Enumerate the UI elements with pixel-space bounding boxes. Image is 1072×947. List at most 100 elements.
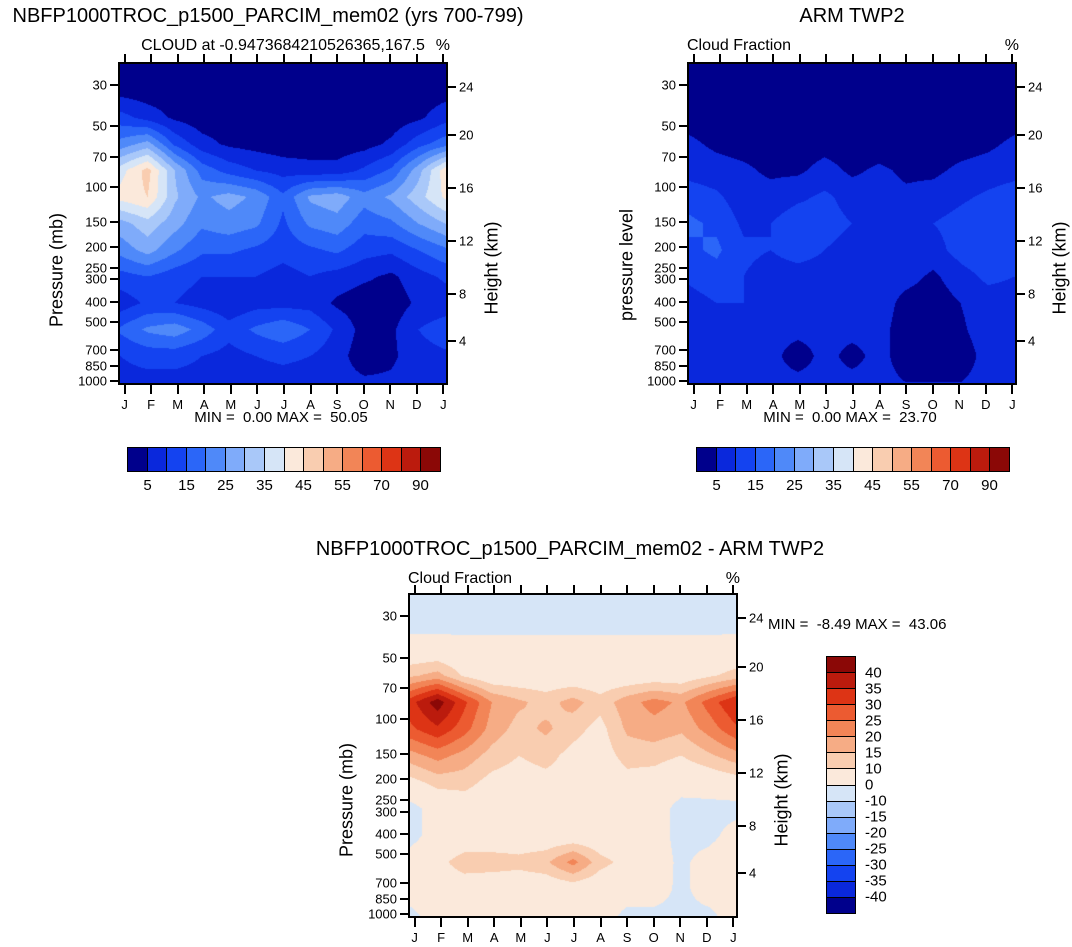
month-label: A <box>596 930 605 945</box>
colorbar-tick-label: 55 <box>334 477 351 494</box>
month-label: M <box>225 397 237 412</box>
colorbar-tick-label: 70 <box>942 477 959 494</box>
month-label: O <box>358 397 369 412</box>
month-label: J <box>849 397 857 412</box>
month-label: M <box>794 397 806 412</box>
colorbar-cell <box>735 448 755 471</box>
colorbar-cell <box>793 448 814 471</box>
month-tick-top <box>652 585 655 593</box>
pressure-tick <box>679 349 687 352</box>
colorbar-tick-label: -10 <box>865 792 887 810</box>
month-tick-bottom <box>519 918 522 927</box>
month-tick-top <box>719 54 722 62</box>
contour-field <box>410 595 736 916</box>
colorbar-cell <box>827 848 855 865</box>
pressure-tick-label: 250 <box>654 260 676 276</box>
month-tick-top <box>256 54 259 62</box>
colorbar-cell <box>827 657 855 673</box>
pressure-tick-label: 70 <box>92 149 107 165</box>
colorbar-tick-label: 70 <box>373 477 390 494</box>
pressure-tick <box>400 913 408 916</box>
y-axis-label-left: Pressure (mb) <box>46 212 67 328</box>
pressure-tick <box>110 278 118 281</box>
pressure-tick-label: 850 <box>375 891 397 907</box>
colorbar-tick-label: -30 <box>865 856 887 874</box>
colorbar-tick-label: -35 <box>865 872 887 890</box>
pressure-tick <box>110 266 118 269</box>
month-tick-bottom <box>176 385 179 394</box>
pressure-tick-label: 50 <box>661 118 676 134</box>
pressure-tick-label: 30 <box>661 77 676 93</box>
colorbar-tick-label: -40 <box>865 888 887 906</box>
month-label: A <box>306 397 315 412</box>
month-tick-bottom <box>732 918 735 927</box>
colorbar-tick-label: 15 <box>178 477 195 494</box>
unit-label: % <box>435 37 450 54</box>
pressure-tick-label: 100 <box>85 179 107 195</box>
colorbar-cell <box>891 448 912 471</box>
pressure-tick <box>679 245 687 248</box>
height-tick <box>1017 339 1025 342</box>
pressure-tick-label: 70 <box>382 680 397 696</box>
pressure-tick-label: 250 <box>85 260 107 276</box>
colorbar-cell <box>827 896 855 913</box>
month-tick-top <box>825 54 828 62</box>
pressure-tick <box>679 300 687 303</box>
height-tick-label: 12 <box>1028 233 1043 249</box>
colorbar-cell <box>827 688 855 705</box>
y-axis-label-left: Pressure (mb) <box>336 742 357 858</box>
month-tick-bottom <box>931 385 934 394</box>
height-tick <box>448 134 456 137</box>
month-tick-top <box>389 54 392 62</box>
pressure-tick <box>110 186 118 189</box>
colorbar-cell <box>244 448 264 471</box>
panel-title: ARM TWP2 <box>799 5 905 27</box>
colorbar-cell <box>832 448 853 471</box>
colorbar-diff: 40 35 30 25 20 15 10 0 -10 -15 -20 -25 -30 -35 -40 <box>826 656 887 914</box>
colorbar-cell <box>813 448 833 471</box>
month-tick-bottom <box>745 385 748 394</box>
month-tick-top <box>123 54 126 62</box>
panel-subtitle: Cloud Fraction <box>408 570 513 587</box>
month-tick-top <box>851 54 854 62</box>
month-label: O <box>648 930 659 945</box>
pressure-tick-label: 100 <box>375 711 397 727</box>
pressure-tick <box>110 380 118 383</box>
colorbar-tick-label: 15 <box>865 744 882 762</box>
height-tick <box>1017 292 1025 295</box>
colorbar-cell <box>827 672 855 689</box>
colorbar-cell <box>827 768 855 785</box>
colorbar-cell <box>827 752 855 769</box>
colorbar-tick-label: 35 <box>256 477 273 494</box>
month-tick-bottom <box>1011 385 1014 394</box>
month-tick-bottom <box>692 385 695 394</box>
colorbar-cell <box>950 448 970 471</box>
colorbar-tick-label: 45 <box>295 477 312 494</box>
colorbar-cell <box>715 448 736 471</box>
height-tick-label: 16 <box>459 180 474 196</box>
colorbar-cell <box>827 832 855 849</box>
pressure-tick <box>400 833 408 836</box>
pressure-tick-label: 150 <box>85 214 107 230</box>
month-label: M <box>462 930 474 945</box>
panel-subtitle: Cloud Fraction <box>687 37 792 54</box>
month-tick-bottom <box>229 385 232 394</box>
month-tick-top <box>931 54 934 62</box>
colorbar-tick-label: 40 <box>865 664 882 682</box>
colorbar-cell <box>361 448 382 471</box>
month-tick-bottom <box>719 385 722 394</box>
y-axis-label-right: Height (km) <box>771 753 792 847</box>
month-tick-top <box>798 54 801 62</box>
month-tick-bottom <box>679 918 682 927</box>
pressure-tick <box>400 656 408 659</box>
colorbar-tick-label: 25 <box>217 477 234 494</box>
colorbar-tick-label: -25 <box>865 840 887 858</box>
pressure-tick-label: 50 <box>92 118 107 134</box>
panel-title: NBFP1000TROC_p1500_PARCIM_mem02 (yrs 700… <box>12 5 524 27</box>
month-tick-top <box>626 585 629 593</box>
pressure-tick <box>110 125 118 128</box>
pressure-tick-label: 500 <box>654 314 676 330</box>
month-tick-top <box>415 54 418 62</box>
colorbar-cell <box>322 448 343 471</box>
height-tick <box>1017 187 1025 190</box>
